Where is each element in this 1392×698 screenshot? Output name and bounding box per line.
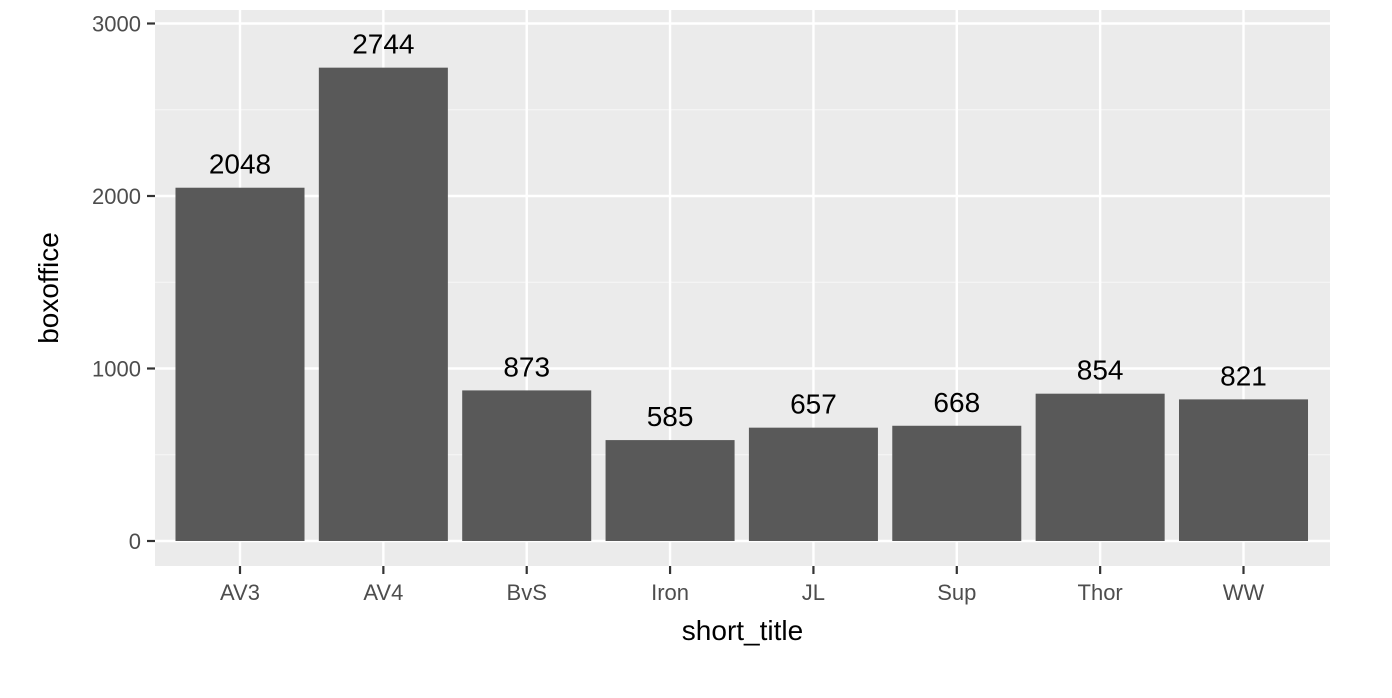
bar-JL (748, 427, 878, 541)
y-tick-label: 2000 (92, 184, 141, 209)
y-axis: 0 1000 2000 3000 (92, 12, 155, 554)
bar-value-label: 585 (647, 401, 694, 432)
bar-value-label: 873 (503, 351, 550, 382)
x-tick-label: Thor (1078, 580, 1123, 605)
x-tick-label: Sup (937, 580, 976, 605)
bar-BvS (462, 390, 592, 541)
bar-Sup (892, 425, 1022, 541)
x-axis: AV3 AV4 BvS Iron JL Sup Thor WW (220, 566, 1264, 605)
y-tick-label: 0 (129, 529, 141, 554)
y-tick-label: 3000 (92, 12, 141, 37)
bar-value-label: 657 (790, 389, 837, 420)
y-axis-title: boxoffice (33, 232, 64, 344)
x-tick-label: AV4 (363, 580, 403, 605)
x-tick-label: Iron (651, 580, 689, 605)
x-tick-label: AV3 (220, 580, 260, 605)
bar-WW (1178, 399, 1309, 541)
bar-AV4 (318, 67, 448, 541)
x-tick-label: BvS (507, 580, 547, 605)
bar-value-labels: 2048 2744 873 585 657 668 854 821 (209, 29, 1267, 432)
bar-value-label: 668 (933, 387, 980, 418)
bar-value-label: 2048 (209, 149, 271, 180)
bar-value-label: 2744 (352, 29, 414, 60)
x-axis-title: short_title (682, 615, 803, 646)
bar-AV3 (175, 187, 305, 541)
bar-Iron (605, 440, 735, 541)
bar-value-label: 854 (1077, 355, 1124, 386)
bar-value-label: 821 (1220, 360, 1267, 391)
bar-Thor (1035, 393, 1165, 541)
y-tick-label: 1000 (92, 357, 141, 382)
x-tick-label: WW (1223, 580, 1265, 605)
x-tick-label: JL (802, 580, 825, 605)
bars (175, 67, 1309, 541)
